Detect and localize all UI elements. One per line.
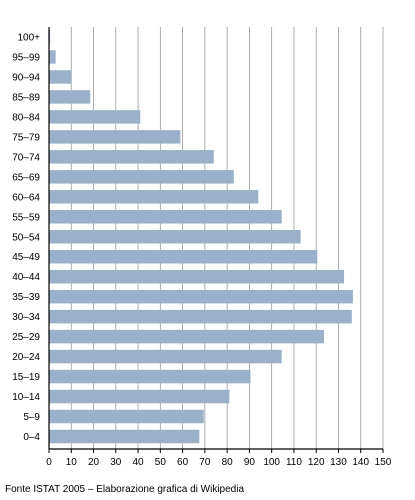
bar-10–14 xyxy=(49,389,230,404)
x-tick-label: 50 xyxy=(155,457,167,468)
category-label: 35–39 xyxy=(12,292,40,303)
bar-45–49 xyxy=(49,249,318,264)
x-tick-labels: 0 10 20 30 40 50 60 70 80 90 100 110 120 130 140 150 xyxy=(46,457,392,468)
bar-60–64 xyxy=(49,190,259,204)
bar-20–24 xyxy=(49,349,282,364)
category-label: 15–19 xyxy=(12,372,40,383)
bars xyxy=(49,30,353,444)
category-label: 5–9 xyxy=(23,412,40,423)
category-label: 25–29 xyxy=(12,332,40,343)
bar-0–4 xyxy=(49,429,200,444)
x-tick-label: 130 xyxy=(330,457,347,468)
category-label: 75–79 xyxy=(12,132,40,143)
category-label: 100+ xyxy=(17,33,40,44)
category-labels: 0–4 5–9 10–14 15–19 20–24 25–29 30–34 35–39 40–4… xyxy=(12,33,40,444)
x-tick-label: 30 xyxy=(110,457,122,468)
x-tick-label: 140 xyxy=(352,457,369,468)
category-label: 45–49 xyxy=(12,252,40,263)
category-label: 60–64 xyxy=(12,192,40,203)
x-tick-label: 100 xyxy=(263,457,280,468)
bar-25–29 xyxy=(49,329,324,344)
category-label: 80–84 xyxy=(12,112,40,123)
category-label: 55–59 xyxy=(12,212,40,223)
category-label: 30–34 xyxy=(12,312,40,323)
bar-70–74 xyxy=(49,150,214,164)
category-label: 95–99 xyxy=(12,52,40,63)
category-label: 90–94 xyxy=(12,72,40,83)
bar-90–94 xyxy=(49,70,72,84)
x-tick-label: 120 xyxy=(308,457,325,468)
category-label: 0–4 xyxy=(23,432,40,443)
x-tick-label: 80 xyxy=(222,457,234,468)
x-tick-label: 90 xyxy=(244,457,256,468)
axes xyxy=(48,27,384,453)
x-tick-label: 110 xyxy=(286,457,302,468)
x-tick-label: 0 xyxy=(46,457,52,468)
x-tick-label: 60 xyxy=(177,457,189,468)
bar-30–34 xyxy=(49,309,352,324)
bar-85–89 xyxy=(49,90,91,104)
x-tick-label: 40 xyxy=(133,457,145,468)
bar-40–44 xyxy=(49,269,345,284)
bar-95–99 xyxy=(49,50,56,64)
category-label: 40–44 xyxy=(12,272,40,283)
bar-35–39 xyxy=(49,289,353,304)
category-label: 50–54 xyxy=(12,232,40,243)
bar-55–59 xyxy=(49,210,282,224)
x-tick-label: 70 xyxy=(199,457,211,468)
category-label: 70–74 xyxy=(12,152,40,163)
category-label: 85–89 xyxy=(12,92,40,103)
bar-75–79 xyxy=(49,130,181,144)
x-tick-label: 150 xyxy=(375,457,392,468)
category-label: 10–14 xyxy=(12,392,40,403)
x-tick-label: 20 xyxy=(88,457,100,468)
bar-50–54 xyxy=(49,230,301,244)
bar-80–84 xyxy=(49,110,141,124)
category-label: 65–69 xyxy=(12,172,40,183)
source-note: Fonte ISTAT 2005 – Elaborazione grafica … xyxy=(5,484,244,495)
bar-15–19 xyxy=(49,369,251,384)
category-label: 20–24 xyxy=(12,352,40,363)
bar-65–69 xyxy=(49,170,234,184)
bar-5–9 xyxy=(49,409,204,424)
x-tick-label: 10 xyxy=(66,457,78,468)
